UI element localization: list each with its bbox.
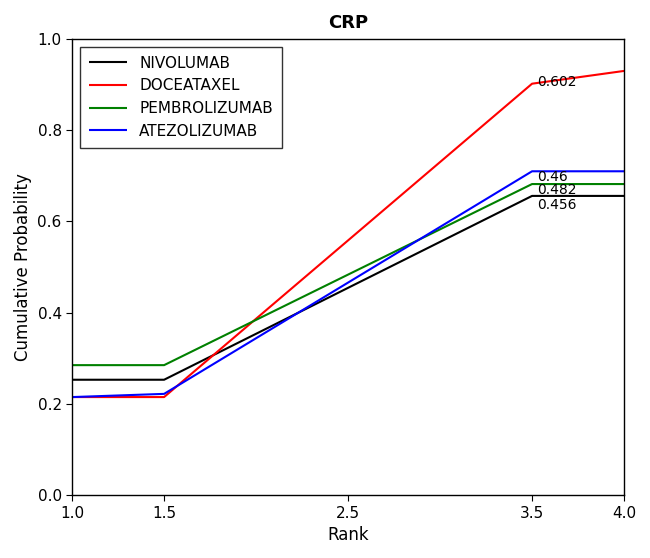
ATEZOLIZUMAB — [620, 168, 628, 175]
DOCEATAXEL — [620, 68, 628, 74]
Y-axis label: Cumulative Probability: Cumulative Probability — [14, 173, 32, 361]
NIVOLUMAB — [528, 193, 536, 199]
NIVOLUMAB — [160, 377, 168, 383]
Text: 0.46: 0.46 — [538, 170, 568, 184]
Line: DOCEATAXEL: DOCEATAXEL — [72, 71, 624, 397]
PEMBROLIZUMAB — [160, 362, 168, 368]
PEMBROLIZUMAB — [528, 181, 536, 187]
Text: 0.482: 0.482 — [538, 184, 577, 198]
PEMBROLIZUMAB — [68, 362, 76, 368]
NIVOLUMAB — [620, 193, 628, 199]
Legend: NIVOLUMAB, DOCEATAXEL, PEMBROLIZUMAB, ATEZOLIZUMAB: NIVOLUMAB, DOCEATAXEL, PEMBROLIZUMAB, AT… — [80, 47, 282, 148]
DOCEATAXEL — [528, 80, 536, 87]
ATEZOLIZUMAB — [160, 391, 168, 397]
ATEZOLIZUMAB — [528, 168, 536, 175]
Line: NIVOLUMAB: NIVOLUMAB — [72, 196, 624, 380]
NIVOLUMAB — [68, 377, 76, 383]
Line: PEMBROLIZUMAB: PEMBROLIZUMAB — [72, 184, 624, 365]
Text: 0.456: 0.456 — [538, 198, 577, 212]
DOCEATAXEL — [68, 394, 76, 401]
Line: ATEZOLIZUMAB: ATEZOLIZUMAB — [72, 171, 624, 397]
Text: 0.602: 0.602 — [538, 75, 577, 89]
ATEZOLIZUMAB — [68, 394, 76, 401]
Title: CRP: CRP — [328, 14, 368, 32]
DOCEATAXEL — [160, 394, 168, 401]
PEMBROLIZUMAB — [620, 181, 628, 187]
X-axis label: Rank: Rank — [327, 526, 369, 544]
